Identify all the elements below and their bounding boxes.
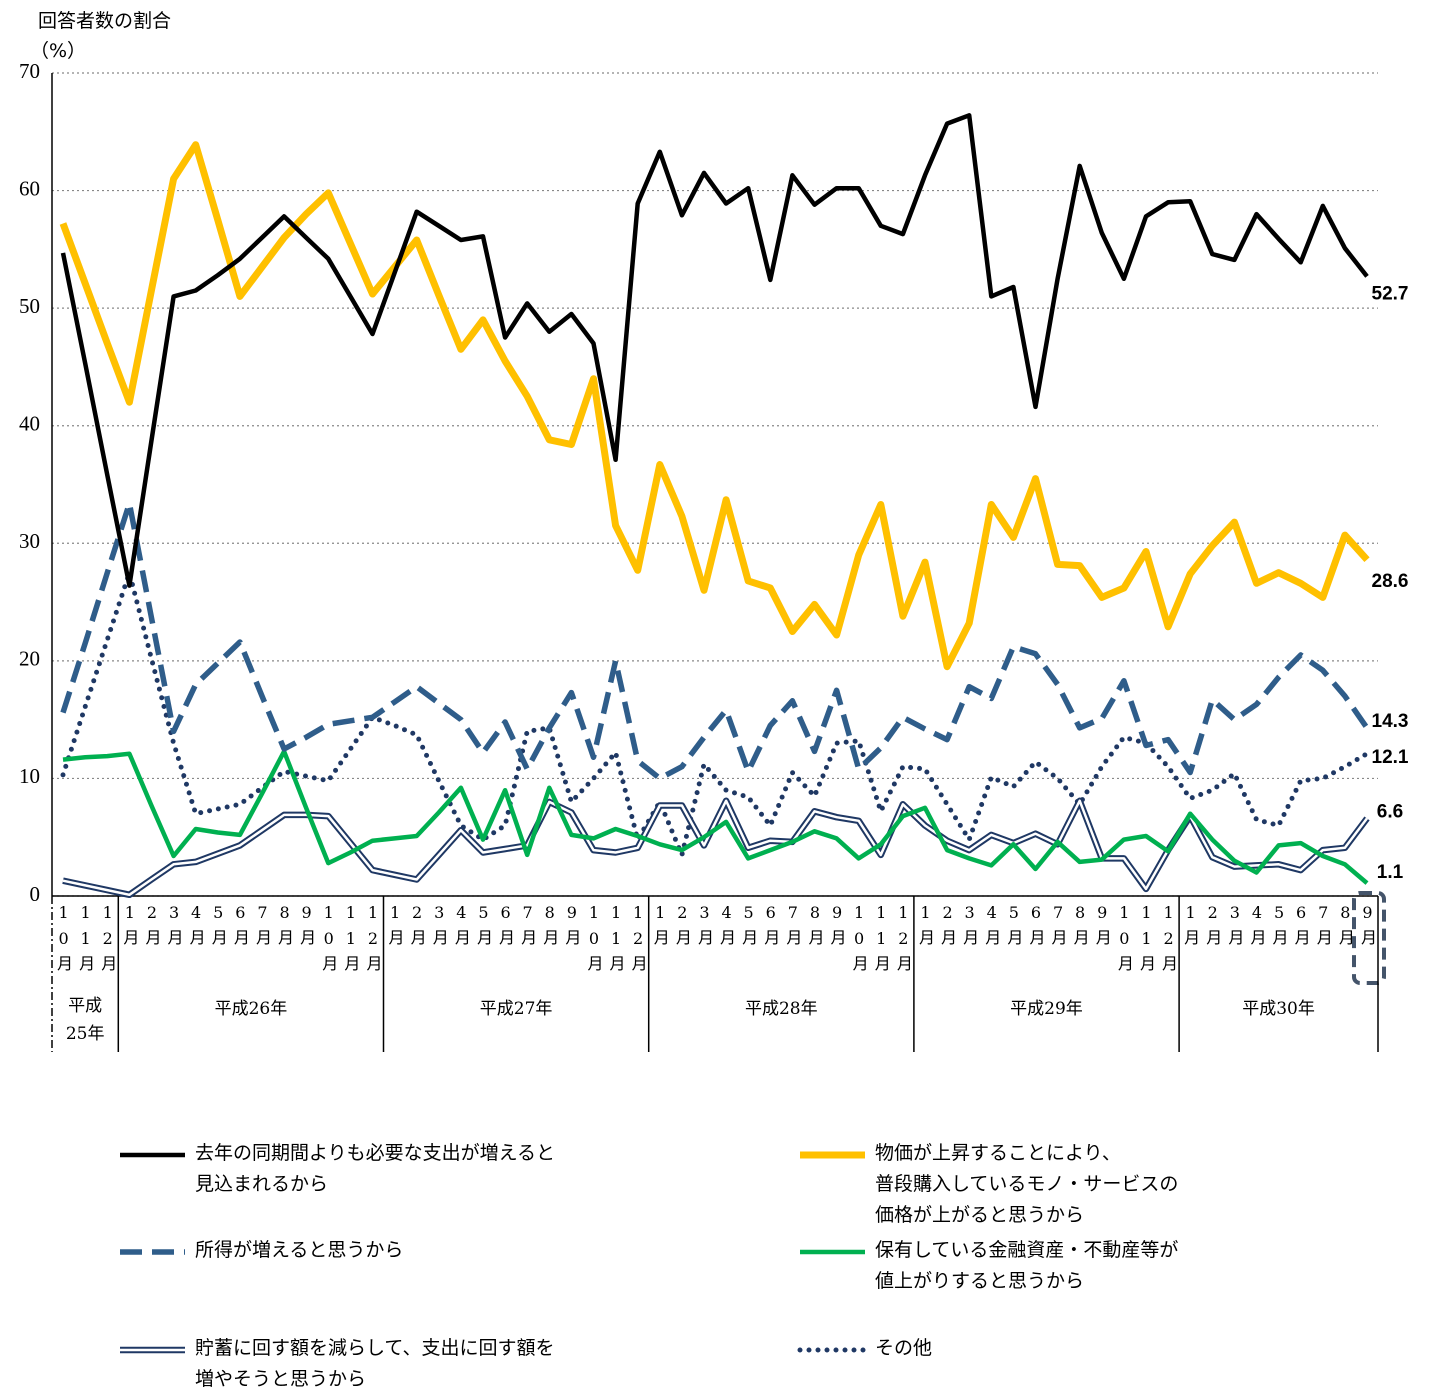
x-tick-label: 6月 [761,903,781,952]
year-label: 平成30年 [1242,999,1315,1019]
end-value-label: 28.6 [1372,571,1409,592]
y-tick-label: 30 [19,529,40,553]
x-tick-label: 5月 [1004,903,1024,952]
end-value-label: 12.1 [1372,747,1409,768]
year-label: 平成26年 [214,999,288,1019]
year-label: 平成29年 [1010,999,1083,1019]
x-tick-label: 8月 [1070,903,1090,952]
x-tick-label: 4月 [717,903,737,952]
x-tick-label: 9月 [827,903,847,952]
x-tick-label: 1月 [1181,903,1201,952]
legend-label: 保有している金融資産・不動産等が 値上がりすると思うから [875,1239,1179,1292]
y-tick-label: 70 [19,59,40,83]
x-tick-label: 9月 [297,903,317,952]
x-tick-label: 3月 [1225,903,1245,952]
x-tick-label: 11月 [606,903,626,978]
end-value-label: 14.3 [1372,711,1409,732]
y-tick-label: 50 [19,294,40,318]
x-tick-label: 2月 [1203,903,1223,952]
x-tick-label: 5月 [473,903,493,952]
x-tick-label: 9月 [562,903,582,952]
x-tick-label: 7月 [1048,903,1068,952]
x-tick-label: 8月 [1335,903,1355,952]
x-tick-label: 11月 [341,903,361,978]
x-tick-label: 5月 [208,903,228,952]
x-tick-label: 8月 [540,903,560,952]
y-tick-label: 60 [19,176,40,200]
x-tick-label: 12月 [628,903,648,978]
y-axis-unit: （%） [30,40,87,62]
legend-label: その他 [875,1337,933,1359]
end-value-label: 6.6 [1377,801,1403,822]
x-tick-label: 6月 [496,903,516,952]
x-tick-label: 1月 [650,903,670,952]
x-tick-label: 9月 [1092,903,1112,952]
x-tick-label: 2月 [938,903,958,952]
series-line [62,749,1369,885]
x-tick-label: 5月 [739,903,759,952]
highlight-box [1352,891,1386,985]
end-value-label: 52.7 [1372,283,1409,304]
x-tick-label: 11月 [871,903,891,978]
x-tick-label: 12月 [893,903,913,978]
x-tick-label: 4月 [451,903,471,952]
year-label: 平成28年 [744,999,818,1019]
x-tick-label: 3月 [429,903,449,952]
x-tick-label: 12月 [1159,903,1179,978]
x-tick-label: 11月 [1136,903,1156,978]
x-tick-label: 6月 [1291,903,1311,952]
x-tick-label: 11月 [76,903,96,978]
x-tick-label: 4月 [982,903,1002,952]
year-label: 平成 25年 [65,996,105,1044]
x-tick-label: 7月 [1313,903,1333,952]
y-axis-label: 回答者数の割合 [38,10,172,32]
year-label: 平成27年 [479,999,553,1019]
y-tick-label: 20 [19,647,40,671]
x-tick-label: 1月 [915,903,935,952]
y-tick-label: 0 [30,882,41,906]
x-tick-label: 4月 [186,903,206,952]
x-tick-label: 10月 [584,903,604,978]
x-tick-label: 12月 [363,903,383,978]
x-tick-label: 8月 [805,903,825,952]
x-tick-label: 7月 [783,903,803,952]
y-tick-label: 40 [19,412,40,436]
x-tick-label: 1月 [120,903,140,952]
x-tick-label: 7月 [252,903,272,952]
legend-label: 所得が増えると思うから [195,1239,404,1261]
x-tick-label: 1月 [385,903,405,952]
x-tick-label: 7月 [518,903,538,952]
legend-label: 物価が上昇することにより、 普段購入しているモノ・サービスの 価格が上がると思う… [875,1142,1179,1226]
series-line [60,570,1370,858]
x-tick-label: 2月 [407,903,427,952]
x-tick-label: 5月 [1269,903,1289,952]
x-tick-label: 12月 [98,903,118,978]
x-tick-label: 8月 [275,903,295,952]
x-tick-label: 3月 [694,903,714,952]
x-tick-label: 10月 [849,903,869,978]
series-line [60,500,1370,782]
series-line-inner [62,799,1368,897]
x-tick-label: 6月 [1026,903,1046,952]
x-tick-label: 2月 [672,903,692,952]
x-tick-label: 10月 [54,903,74,978]
x-tick-label: 10月 [1114,903,1134,978]
x-tick-label: 3月 [960,903,980,952]
series-line [59,141,1370,671]
x-tick-label: 10月 [319,903,339,978]
legend-label: 去年の同期間よりも必要な支出が増えると 見込まれるから [195,1142,556,1195]
x-tick-label: 4月 [1247,903,1267,952]
end-value-label: 1.1 [1377,862,1404,883]
x-tick-label: 6月 [230,903,250,952]
series-line [60,113,1369,588]
legend-label: 貯蓄に回す額を減らして、支出に回す額を 増やそうと思うから [195,1337,555,1390]
x-tick-label: 2月 [142,903,162,952]
x-tick-label: 9月 [1357,903,1377,952]
x-tick-label: 3月 [164,903,184,952]
y-tick-label: 10 [19,764,40,788]
